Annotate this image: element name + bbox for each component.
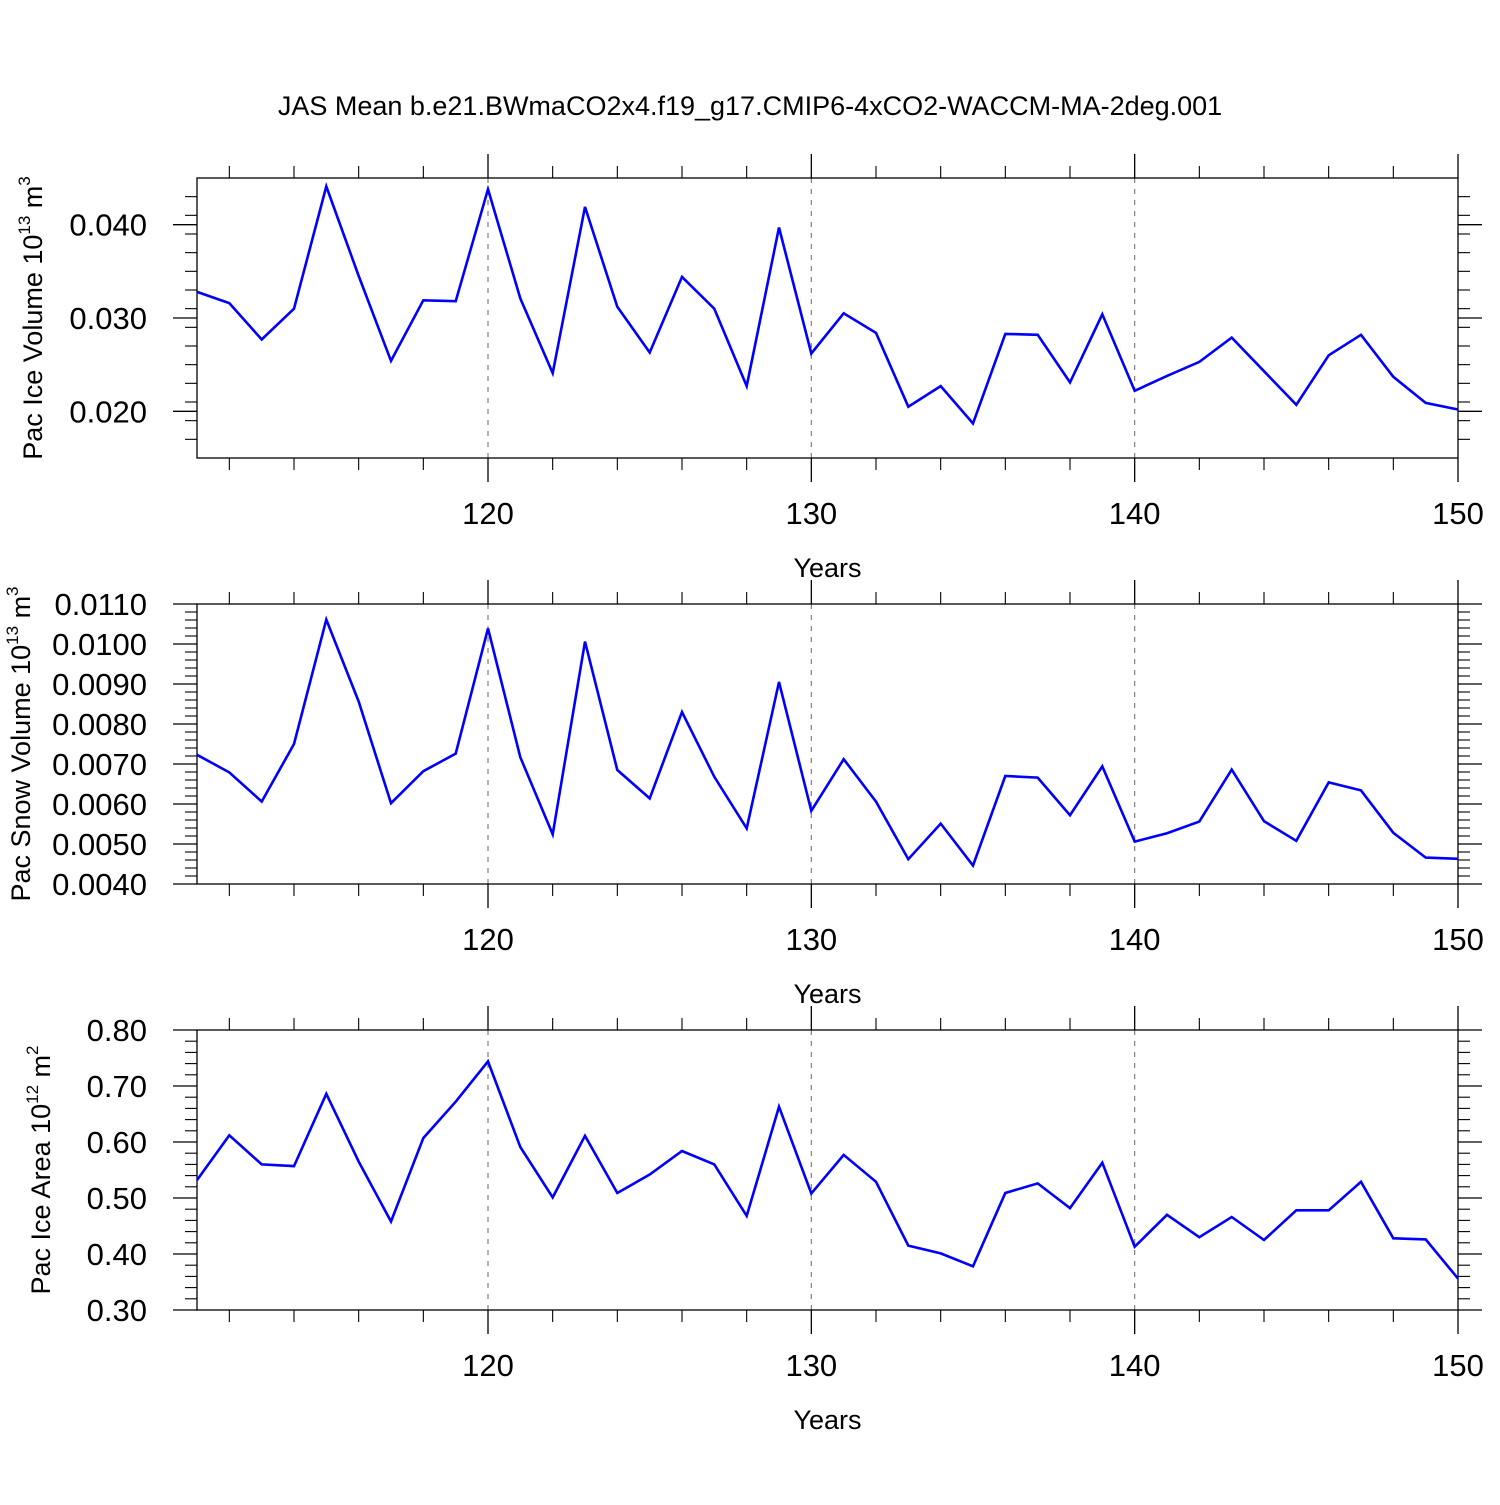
chart-panel-1: 120 130 140 150 Years 0.020 0.030 0.040 Pac Ice … bbox=[15, 154, 1484, 583]
y-tick-label: 0.50 bbox=[87, 1181, 147, 1216]
x-tick-label: 150 bbox=[1432, 496, 1484, 531]
x-axis-label: Years bbox=[793, 1405, 861, 1435]
x-tick-label: 120 bbox=[462, 922, 514, 957]
chart-panel-3: 120 130 140 150 Years 0.30 0.40 0.50 0.60 0.70 0.8… bbox=[23, 1006, 1484, 1435]
y-tick-label: 0.40 bbox=[87, 1237, 147, 1272]
y-tick-label: 0.0100 bbox=[52, 627, 147, 662]
x-axis-label: Years bbox=[793, 979, 861, 1009]
y-tick-label: 0.040 bbox=[69, 208, 147, 243]
x-tick-label: 120 bbox=[462, 1348, 514, 1383]
chart-panel-2: 120 130 140 150 Years 0.0040 0.0050 0.0060 0.007… bbox=[3, 580, 1484, 1009]
y-tick-label: 0.0070 bbox=[52, 747, 147, 782]
y-tick-label: 0.0040 bbox=[52, 867, 147, 902]
y-tick-label: 0.020 bbox=[69, 394, 147, 429]
y-tick-label: 0.030 bbox=[69, 301, 147, 336]
plot-frame bbox=[197, 178, 1458, 458]
x-tick-label: 150 bbox=[1432, 922, 1484, 957]
x-tick-label: 120 bbox=[462, 496, 514, 531]
plot-frame bbox=[197, 604, 1458, 884]
x-axis-label: Years bbox=[793, 553, 861, 583]
y-axis-label: Pac Snow Volume 1013 m3 bbox=[3, 586, 36, 901]
x-tick-label: 140 bbox=[1109, 496, 1161, 531]
x-tick-label: 130 bbox=[785, 922, 837, 957]
x-tick-label: 130 bbox=[785, 496, 837, 531]
plot-frame bbox=[197, 1030, 1458, 1310]
x-tick-label: 140 bbox=[1109, 922, 1161, 957]
y-tick-label: 0.0110 bbox=[54, 587, 147, 622]
series-line bbox=[197, 186, 1458, 423]
series-line bbox=[197, 1061, 1458, 1278]
x-tick-label: 150 bbox=[1432, 1348, 1484, 1383]
y-tick-label: 0.70 bbox=[87, 1069, 147, 1104]
x-tick-label: 140 bbox=[1109, 1348, 1161, 1383]
y-tick-label: 0.30 bbox=[87, 1293, 147, 1328]
chart-title: JAS Mean b.e21.BWmaCO2x4.f19_g17.CMIP6-4… bbox=[278, 91, 1222, 121]
y-tick-label: 0.0080 bbox=[52, 707, 147, 742]
y-axis-label: Pac Ice Volume 1013 m3 bbox=[15, 176, 48, 460]
y-tick-label: 0.80 bbox=[87, 1013, 147, 1048]
y-tick-label: 0.0090 bbox=[52, 667, 147, 702]
x-tick-label: 130 bbox=[785, 1348, 837, 1383]
y-tick-label: 0.60 bbox=[87, 1125, 147, 1160]
y-axis-label: Pac Ice Area 1012 m2 bbox=[23, 1045, 56, 1294]
series-line bbox=[197, 620, 1458, 866]
y-tick-label: 0.0050 bbox=[52, 827, 147, 862]
y-tick-label: 0.0060 bbox=[52, 787, 147, 822]
